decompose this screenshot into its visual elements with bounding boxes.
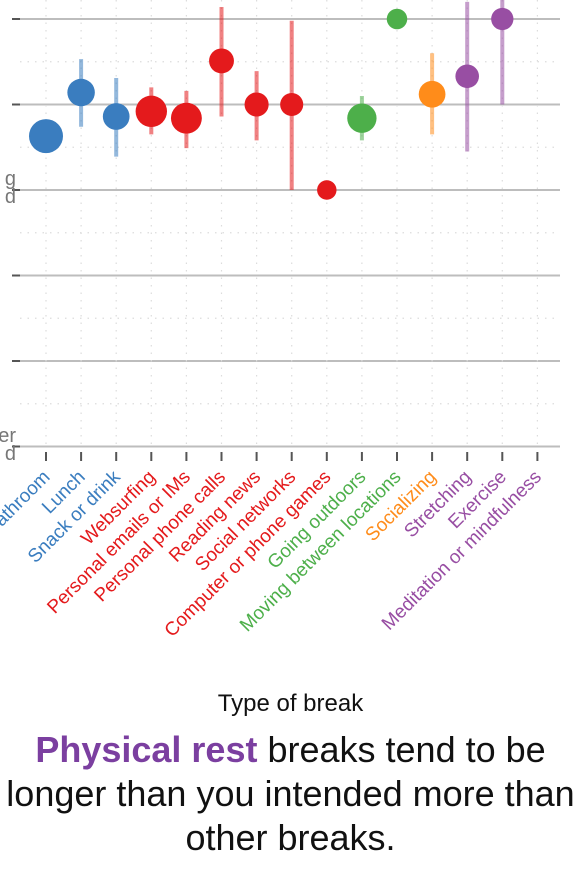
point-9 (347, 103, 377, 133)
point-6 (244, 92, 269, 117)
points (29, 7, 514, 200)
point-4 (170, 102, 202, 134)
x-axis-title: Type of break (217, 690, 364, 717)
point-3 (135, 95, 167, 128)
y-tick-label-0: g d (4, 168, 16, 208)
y-tick-label-neg3: er d (0, 425, 16, 465)
caption-highlight: Physical rest (35, 729, 258, 770)
axes (12, 18, 539, 461)
point-13 (491, 7, 514, 31)
point-8 (317, 180, 337, 200)
chart-caption: Physical rest breaks tend to be longer t… (0, 728, 581, 860)
point-0 (29, 119, 63, 154)
point-12 (455, 64, 480, 89)
caption-text: breaks tend to be longer than you intend… (6, 729, 575, 858)
point-10 (386, 8, 408, 30)
point-7 (280, 92, 304, 117)
point-1 (67, 78, 95, 107)
point-5 (209, 48, 234, 74)
point-2 (102, 103, 130, 130)
point-11 (418, 80, 446, 108)
